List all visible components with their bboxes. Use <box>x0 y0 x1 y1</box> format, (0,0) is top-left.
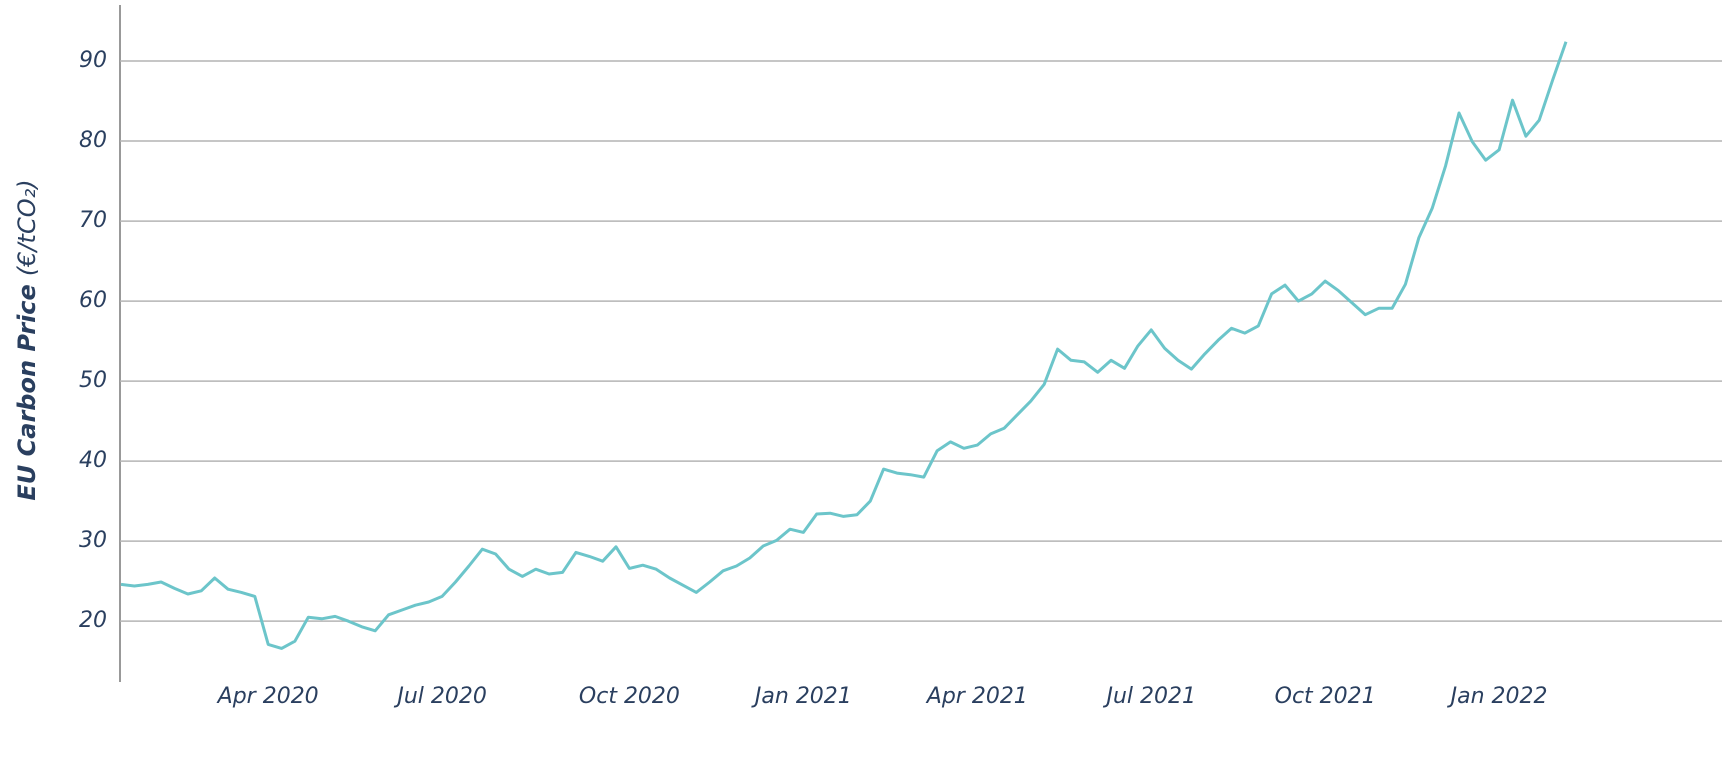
x-tick-label: Jan 2022 <box>1447 684 1548 709</box>
y-axis-title-unit: (€/tCO₂) <box>13 179 41 276</box>
y-tick-label: 70 <box>79 208 107 233</box>
y-axis-title: EU Carbon Price (€/tCO₂) <box>13 179 41 500</box>
y-tick-label: 50 <box>79 368 107 393</box>
price-line <box>120 41 1568 650</box>
y-tick-label: 40 <box>79 448 107 473</box>
x-tick-label: Jul 2020 <box>393 684 487 709</box>
x-tick-label: Jan 2021 <box>751 684 852 709</box>
y-tick-label: 20 <box>79 608 107 633</box>
y-axis-title-main: EU Carbon Price <box>13 284 41 500</box>
y-tick-label: 60 <box>79 288 107 313</box>
x-tick-label: Oct 2021 <box>1275 684 1376 709</box>
x-tick-label: Apr 2021 <box>925 684 1028 709</box>
y-tick-label: 30 <box>79 528 107 553</box>
y-tick-label: 80 <box>79 128 107 153</box>
x-tick-label: Jul 2021 <box>1102 684 1196 709</box>
y-tick-label: 90 <box>79 48 107 73</box>
x-tick-label: Oct 2020 <box>579 684 680 709</box>
x-tick-label: Apr 2020 <box>216 684 319 709</box>
